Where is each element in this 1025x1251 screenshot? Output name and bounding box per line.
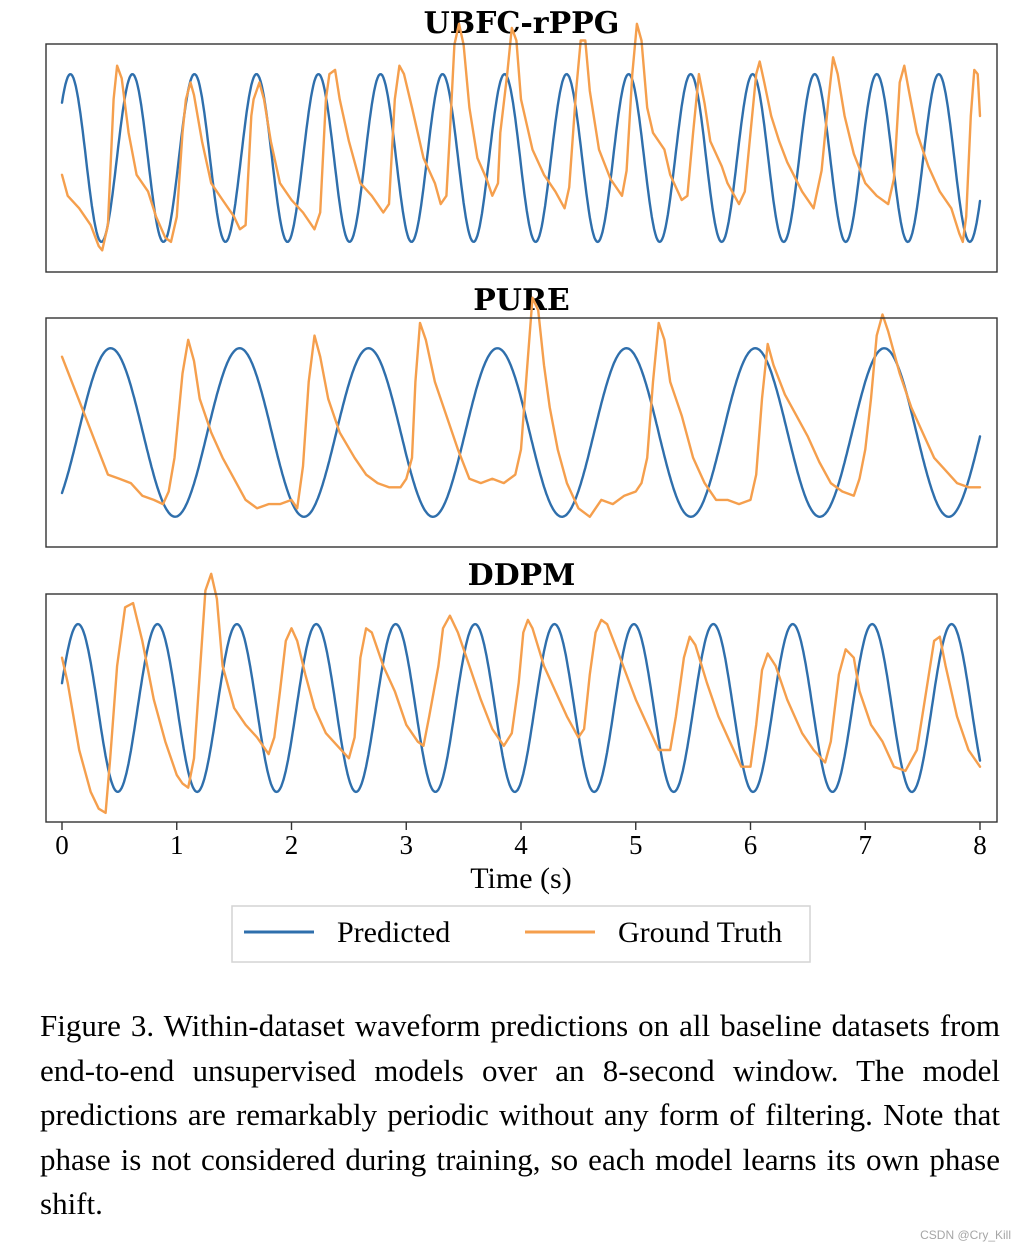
x-tick-label: 1 xyxy=(170,830,184,860)
chart-panels: UBFC-rPPG PURE DDPM xyxy=(45,6,998,823)
x-tick-label: 2 xyxy=(285,830,299,860)
panel-frame-pure xyxy=(45,317,998,548)
series-line-predicted-pure xyxy=(60,347,982,518)
panel-frame-ubfc-rppg xyxy=(45,43,998,273)
x-axis-label: Time (s) xyxy=(470,862,571,895)
panel-title-pure: PURE xyxy=(473,283,570,318)
panel-title-ubfc-rppg: UBFC-rPPG xyxy=(424,6,620,41)
x-tick-label: 0 xyxy=(55,830,69,860)
panel-ubfc-rppg: UBFC-rPPG xyxy=(45,6,998,273)
x-tick-label: 8 xyxy=(973,830,987,860)
panel-pure: PURE xyxy=(45,283,998,548)
watermark: CSDN @Cry_Kill xyxy=(920,1228,1011,1242)
series-line-predicted-ubfc-rppg xyxy=(60,72,982,244)
legend: Predicted Ground Truth xyxy=(231,905,811,963)
x-axis: 0 1 2 3 4 5 6 7 8 xyxy=(55,822,987,860)
x-tick-label: 3 xyxy=(400,830,414,860)
figure-caption: Figure 3. Within-dataset waveform predic… xyxy=(40,1008,1000,1221)
x-tick-label: 6 xyxy=(744,830,758,860)
x-tick-label: 4 xyxy=(514,830,528,860)
legend-predicted-label: Predicted xyxy=(337,916,450,949)
panel-ddpm: DDPM xyxy=(45,558,998,823)
x-tick-label: 7 xyxy=(859,830,873,860)
figure-canvas: UBFC-rPPG PURE DDPM 0 1 2 3 4 5 6 7 8 Time (s) Pre… xyxy=(45,6,998,963)
x-tick-label: 5 xyxy=(629,830,643,860)
legend-ground-truth-label: Ground Truth xyxy=(618,916,782,949)
series-line-predicted-ddpm xyxy=(60,622,982,794)
series-line-ground-truth-ddpm xyxy=(60,572,982,815)
series-line-ground-truth-ubfc-rppg xyxy=(60,22,982,252)
legend-frame xyxy=(231,905,811,963)
panel-title-ddpm: DDPM xyxy=(468,558,576,593)
series-line-ground-truth-pure xyxy=(60,296,982,518)
